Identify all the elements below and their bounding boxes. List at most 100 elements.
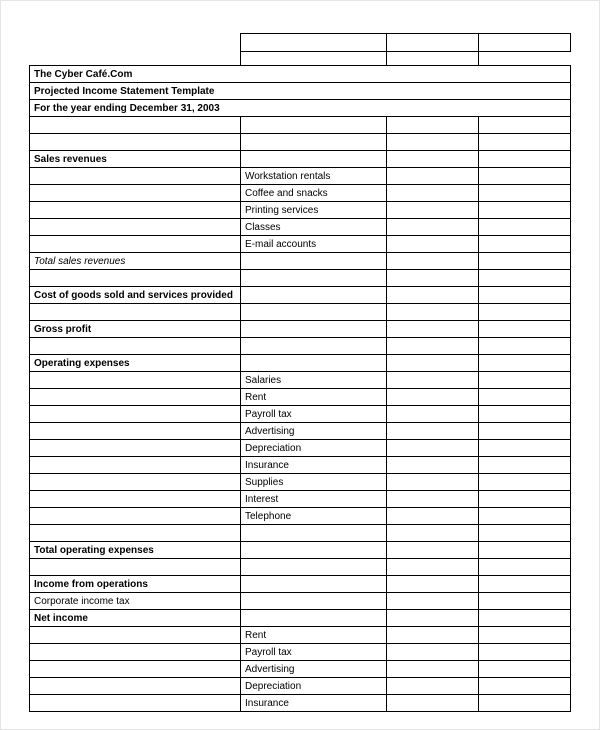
item-cell: Insurance: [240, 695, 386, 712]
cell-empty: [30, 661, 241, 678]
cell-empty: [387, 559, 479, 576]
cell-empty: [479, 678, 571, 695]
label-cell: Gross profit: [30, 321, 241, 338]
table-row: [30, 270, 571, 287]
item-cell: Payroll tax: [240, 644, 386, 661]
gap-cell: [240, 52, 386, 66]
cell-empty: [30, 423, 241, 440]
cell-empty: [479, 423, 571, 440]
cell-empty: [387, 695, 479, 712]
cell-empty: [479, 304, 571, 321]
item-cell: Advertising: [240, 661, 386, 678]
cell-empty: [30, 406, 241, 423]
cell-empty: [240, 542, 386, 559]
cell-empty: [479, 627, 571, 644]
table-row: [30, 134, 571, 151]
table-row: Supplies: [30, 474, 571, 491]
item-cell: Rent: [240, 389, 386, 406]
cell-empty: [240, 525, 386, 542]
cell-empty: [479, 185, 571, 202]
cell-empty: [479, 457, 571, 474]
table-row: Cost of goods sold and services provided: [30, 287, 571, 304]
table-row: Insurance: [30, 457, 571, 474]
table-row: [30, 34, 571, 52]
cell-empty: [30, 678, 241, 695]
label-cell: Sales revenues: [30, 151, 241, 168]
gap-cell: [387, 52, 479, 66]
cell-empty: [479, 202, 571, 219]
cell-empty: [479, 253, 571, 270]
cell-empty: [479, 661, 571, 678]
cell-empty: [30, 304, 241, 321]
table-row: [30, 525, 571, 542]
cell-empty: [240, 34, 386, 52]
cell-empty: [30, 270, 241, 287]
cell-empty: [387, 508, 479, 525]
cell-empty: [30, 338, 241, 355]
table-row: Coffee and snacks: [30, 185, 571, 202]
cell-empty: [479, 321, 571, 338]
cell-empty: [387, 491, 479, 508]
cell-empty: [479, 474, 571, 491]
table-row: Advertising: [30, 423, 571, 440]
item-cell: Workstation rentals: [240, 168, 386, 185]
table-row: [30, 338, 571, 355]
table-row: Depreciation: [30, 678, 571, 695]
cell-empty: [387, 678, 479, 695]
cell-empty: [479, 389, 571, 406]
item-cell: E-mail accounts: [240, 236, 386, 253]
cell-empty: [479, 644, 571, 661]
cell-empty: [387, 321, 479, 338]
label-cell: Total operating expenses: [30, 542, 241, 559]
label-cell: Corporate income tax: [30, 593, 241, 610]
cell-empty: [387, 168, 479, 185]
item-cell: Interest: [240, 491, 386, 508]
cell-empty: [479, 525, 571, 542]
cell-empty: [30, 559, 241, 576]
cell-empty: [387, 406, 479, 423]
table-row: Total operating expenses: [30, 542, 571, 559]
cell-empty: [479, 610, 571, 627]
cell-empty: [30, 134, 241, 151]
label-cell: Total sales revenues: [30, 253, 241, 270]
cell-empty: [387, 134, 479, 151]
table-row: [30, 304, 571, 321]
cell-empty: [240, 559, 386, 576]
cell-empty: [387, 287, 479, 304]
cell-empty: [387, 610, 479, 627]
table-row: Workstation rentals: [30, 168, 571, 185]
item-cell: Depreciation: [240, 440, 386, 457]
cell-empty: [479, 372, 571, 389]
cell-empty: [387, 219, 479, 236]
cell-empty: [479, 355, 571, 372]
cell-empty: [387, 117, 479, 134]
cell-empty: [30, 219, 241, 236]
table-row: Sales revenues: [30, 151, 571, 168]
cell-empty: [387, 542, 479, 559]
cell-empty: [240, 338, 386, 355]
cell-empty: [240, 151, 386, 168]
table-row: Rent: [30, 627, 571, 644]
item-cell: Supplies: [240, 474, 386, 491]
table-row: Telephone: [30, 508, 571, 525]
cell-empty: [387, 457, 479, 474]
cell-empty: [479, 542, 571, 559]
cell-empty: [30, 644, 241, 661]
cell-empty: [30, 34, 241, 52]
cell-empty: [240, 593, 386, 610]
cell-empty: [30, 236, 241, 253]
cell-empty: [479, 593, 571, 610]
table-row: E-mail accounts: [30, 236, 571, 253]
label-cell: Income from operations: [30, 576, 241, 593]
cell-empty: [240, 253, 386, 270]
table-row: [30, 52, 571, 66]
cell-empty: [387, 525, 479, 542]
cell-empty: [479, 117, 571, 134]
cell-empty: [387, 440, 479, 457]
cell-empty: [479, 576, 571, 593]
cell-empty: [387, 389, 479, 406]
label-cell: Operating expenses: [30, 355, 241, 372]
cell-empty: [30, 389, 241, 406]
table-row: Payroll tax: [30, 406, 571, 423]
cell-empty: [479, 151, 571, 168]
